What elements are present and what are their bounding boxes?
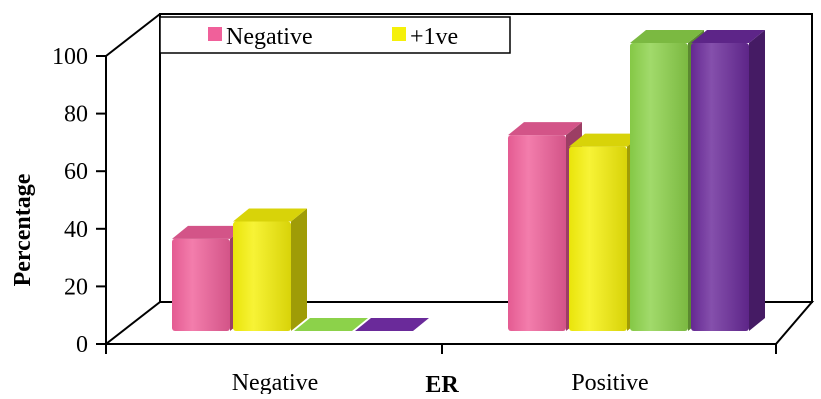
x-tick-label-negative: Negative [232,370,319,394]
bar-negative-series-3 [294,318,368,331]
legend-label-negative: Negative [226,24,313,50]
x-tick-label-positive: Positive [571,370,648,394]
y-tick-label: 0 [76,332,88,358]
legend: Negative +1ve [159,16,511,54]
legend-swatch-1ve [392,27,406,41]
wall-side-edge [105,13,161,57]
legend-label-1ve: +1ve [410,24,458,50]
y-tick-label: 80 [64,102,88,128]
y-tick-label: 60 [64,159,88,185]
bars [172,30,765,331]
y-tick-label: 40 [64,217,88,243]
bar-negative-series-4 [355,318,429,331]
y-axis-title: Percentage [10,173,36,286]
legend-swatch-negative [208,27,222,41]
y-ticks: 0 20 40 60 80 100 [52,44,106,358]
y-tick-label: 100 [52,44,88,70]
x-ticks [105,344,777,354]
x-axis-title: ER [425,372,459,394]
bar-positive-series-4 [691,30,765,331]
bar-negative-series-2 [233,208,307,331]
y-tick-label: 20 [64,274,88,300]
